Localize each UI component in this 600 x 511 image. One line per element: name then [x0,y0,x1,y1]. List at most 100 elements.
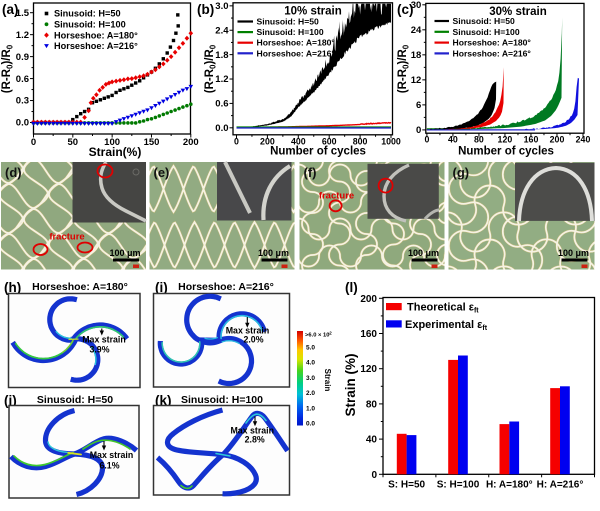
svg-text:2.4: 2.4 [215,25,229,36]
svg-text:>6.0 × 10: >6.0 × 10 [305,333,330,339]
svg-text:30% strain: 30% strain [489,6,547,18]
svg-text:Sinusoid: H=100: Sinusoid: H=100 [257,27,324,37]
svg-text:Horseshoe: A=180°: Horseshoe: A=180° [32,281,128,293]
svg-text:6.1%: 6.1% [99,461,119,471]
svg-text:Sinusoid: H=50: Sinusoid: H=50 [54,9,121,19]
svg-text:200: 200 [183,137,199,148]
svg-text:(h): (h) [4,280,21,295]
svg-text:1000: 1000 [381,136,401,146]
svg-text:Horseshoe: A=216°: Horseshoe: A=216° [178,281,274,293]
svg-text:Theoretical εft: Theoretical εft [407,302,479,315]
svg-text:Strain (%): Strain (%) [343,353,358,416]
svg-text:0: 0 [371,470,377,481]
svg-text:(l): (l) [345,280,358,295]
svg-text:400: 400 [291,136,306,146]
svg-text:150: 150 [144,137,160,148]
svg-text:H: A=180°: H: A=180° [486,480,533,491]
svg-text:12: 12 [411,75,422,86]
svg-text:0.0: 0.0 [215,123,228,134]
svg-text:1.5: 1.5 [16,8,30,19]
svg-text:Sinusoid: H=100: Sinusoid: H=100 [453,27,520,37]
svg-text:(f): (f) [304,165,317,180]
svg-text:(d): (d) [5,165,22,180]
svg-text:0: 0 [234,136,239,146]
svg-text:Experimental εft: Experimental εft [405,319,488,332]
svg-text:600: 600 [322,136,337,146]
svg-text:(R-R0)/R0: (R-R0)/R0 [397,44,411,93]
svg-text:Sinusoid: H=50: Sinusoid: H=50 [257,17,320,27]
svg-text:200: 200 [260,136,275,146]
svg-text:S: H=100: S: H=100 [437,480,480,491]
svg-text:fracture: fracture [319,191,354,202]
svg-text:Horseshoe: A=216°: Horseshoe: A=216° [54,41,138,51]
svg-text:0.6: 0.6 [16,74,29,85]
svg-text:2.0: 2.0 [306,390,315,397]
svg-text:240: 240 [576,135,591,145]
svg-text:800: 800 [353,136,368,146]
svg-text:S: H=50: S: H=50 [388,480,425,491]
svg-text:Horseshoe: A=216°: Horseshoe: A=216° [257,48,336,58]
svg-text:(R-R0)/R0: (R-R0)/R0 [204,44,218,93]
svg-text:200: 200 [360,294,377,305]
svg-text:H: A=216°: H: A=216° [537,480,584,491]
svg-text:Horseshoe: A=216°: Horseshoe: A=216° [453,48,532,58]
svg-text:Strain(%): Strain(%) [89,145,142,159]
svg-text:fracture: fracture [49,232,84,243]
svg-text:(R-R0)/R0: (R-R0)/R0 [1,44,15,93]
svg-text:Number of cycles: Number of cycles [458,146,554,158]
svg-text:Max strain: Max strain [90,450,134,460]
svg-text:2.8%: 2.8% [245,435,265,445]
svg-text:0: 0 [416,125,421,136]
svg-text:Horseshoe: A=180°: Horseshoe: A=180° [453,38,532,48]
svg-text:3.0: 3.0 [306,375,315,382]
svg-text:40: 40 [448,135,458,145]
svg-text:1.2: 1.2 [16,30,29,41]
svg-text:18: 18 [411,50,422,61]
svg-text:4.0: 4.0 [306,360,315,367]
svg-text:2.0%: 2.0% [243,334,263,344]
svg-text:Sinusoid: H=100: Sinusoid: H=100 [181,394,263,406]
svg-text:0: 0 [424,135,429,145]
svg-text:120: 120 [360,364,377,375]
svg-text:(b): (b) [197,2,214,17]
svg-text:0.0: 0.0 [16,118,29,129]
svg-text:Max strain: Max strain [82,334,126,344]
svg-text:5.0: 5.0 [306,345,315,352]
svg-text:Horseshoe: A=180°: Horseshoe: A=180° [257,38,336,48]
svg-text:120: 120 [498,135,513,145]
svg-text:(g): (g) [453,165,470,180]
svg-text:1.8: 1.8 [215,50,228,61]
svg-text:80: 80 [474,135,484,145]
svg-text:(k): (k) [155,393,172,408]
svg-text:30: 30 [411,0,422,11]
svg-text:Sinusoid: H=100: Sinusoid: H=100 [54,20,126,30]
svg-text:40: 40 [366,435,378,446]
svg-text:Strain: Strain [323,369,332,392]
svg-text:160: 160 [524,135,539,145]
svg-text:0.9: 0.9 [16,52,29,63]
svg-text:(c): (c) [397,2,414,17]
svg-text:(e): (e) [154,165,170,180]
svg-text:Horseshoe: A=180°: Horseshoe: A=180° [54,30,138,40]
svg-text:80: 80 [366,399,378,410]
svg-text:0.6: 0.6 [215,99,228,110]
svg-text:-2: -2 [328,331,332,336]
svg-text:Number of cycles: Number of cycles [270,146,366,158]
svg-text:10% strain: 10% strain [284,6,342,18]
svg-text:100 μm: 100 μm [558,248,589,258]
svg-text:1.2: 1.2 [215,74,228,85]
svg-text:0.3: 0.3 [16,96,29,107]
svg-text:(i): (i) [155,280,168,295]
svg-text:100 μm: 100 μm [258,248,289,258]
svg-text:Sinusoid: H=50: Sinusoid: H=50 [453,16,516,26]
svg-text:24: 24 [411,25,422,36]
svg-text:200: 200 [550,135,565,145]
svg-text:3.9%: 3.9% [89,345,109,355]
svg-text:(j): (j) [4,393,17,408]
svg-text:(a): (a) [2,2,19,17]
svg-text:100: 100 [104,137,120,148]
svg-text:160: 160 [360,329,377,340]
svg-text:0.0: 0.0 [306,421,315,428]
svg-text:100 μm: 100 μm [109,248,140,258]
svg-text:0: 0 [31,137,36,148]
